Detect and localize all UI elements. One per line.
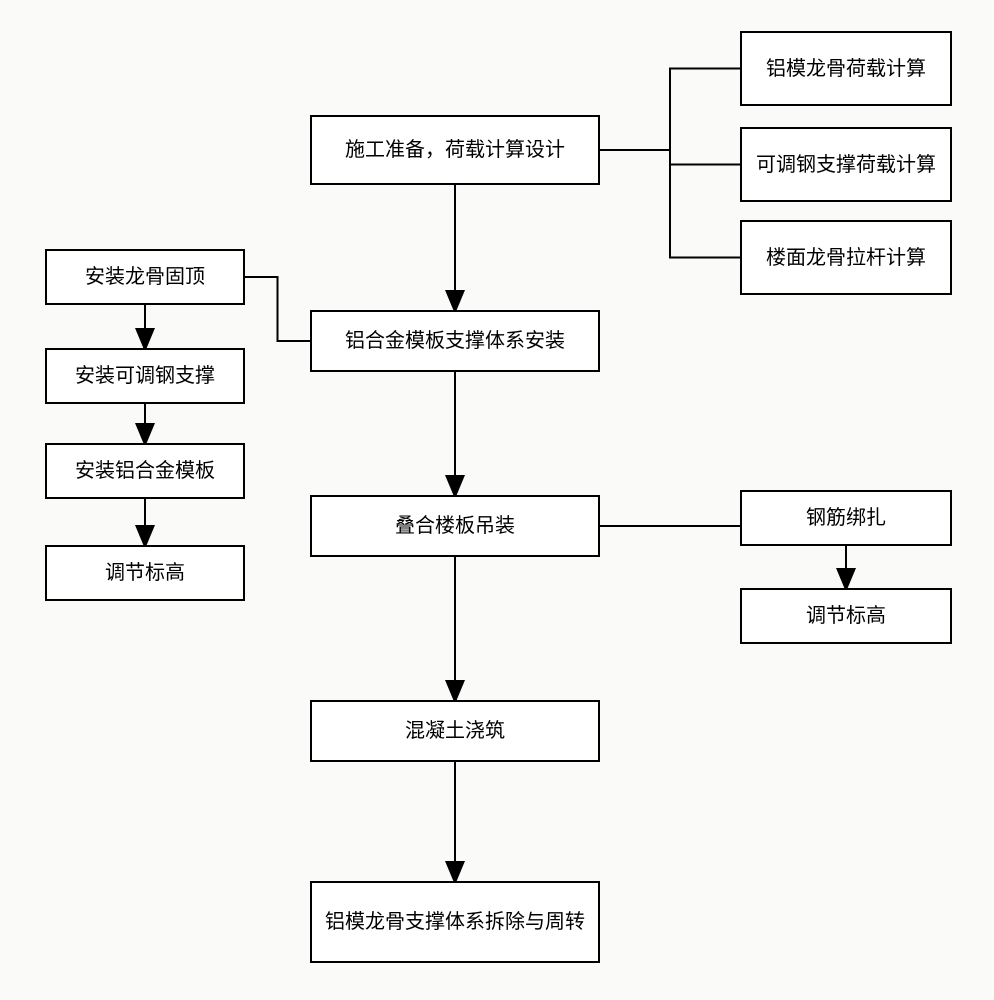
node-label: 铝模龙骨荷载计算	[766, 55, 926, 83]
node-label: 铝合金模板支撑体系安装	[345, 327, 565, 355]
flowchart-node-center5: 铝模龙骨支撑体系拆除与周转	[310, 881, 600, 963]
flowchart-node-center3: 叠合楼板吊装	[310, 495, 600, 557]
node-label: 叠合楼板吊装	[395, 512, 515, 540]
node-label: 调节标高	[105, 559, 185, 587]
node-label: 安装可调钢支撑	[75, 362, 215, 390]
node-label: 施工准备，荷载计算设计	[345, 136, 565, 164]
flowchart-node-right5: 调节标高	[740, 588, 952, 644]
flowchart-node-right3: 楼面龙骨拉杆计算	[740, 220, 952, 295]
node-label: 楼面龙骨拉杆计算	[766, 244, 926, 272]
flowchart-node-right1: 铝模龙骨荷载计算	[740, 31, 952, 106]
flowchart-node-right2: 可调钢支撑荷载计算	[740, 127, 952, 202]
flowchart-node-left3: 安装铝合金模板	[45, 443, 245, 499]
node-label: 混凝土浇筑	[405, 717, 505, 745]
node-label: 安装龙骨固顶	[85, 263, 205, 291]
node-label: 安装铝合金模板	[75, 457, 215, 485]
node-label: 铝模龙骨支撑体系拆除与周转	[325, 908, 585, 936]
flowchart-node-right4: 钢筋绑扎	[740, 490, 952, 546]
node-label: 可调钢支撑荷载计算	[756, 151, 936, 179]
node-label: 调节标高	[806, 602, 886, 630]
flowchart-node-left1: 安装龙骨固顶	[45, 249, 245, 305]
flowchart-node-center2: 铝合金模板支撑体系安装	[310, 310, 600, 372]
flowchart-node-left2: 安装可调钢支撑	[45, 348, 245, 404]
flowchart-node-center4: 混凝土浇筑	[310, 700, 600, 762]
flowchart-node-left4: 调节标高	[45, 545, 245, 601]
node-label: 钢筋绑扎	[806, 504, 886, 532]
flowchart-node-center1: 施工准备，荷载计算设计	[310, 115, 600, 185]
